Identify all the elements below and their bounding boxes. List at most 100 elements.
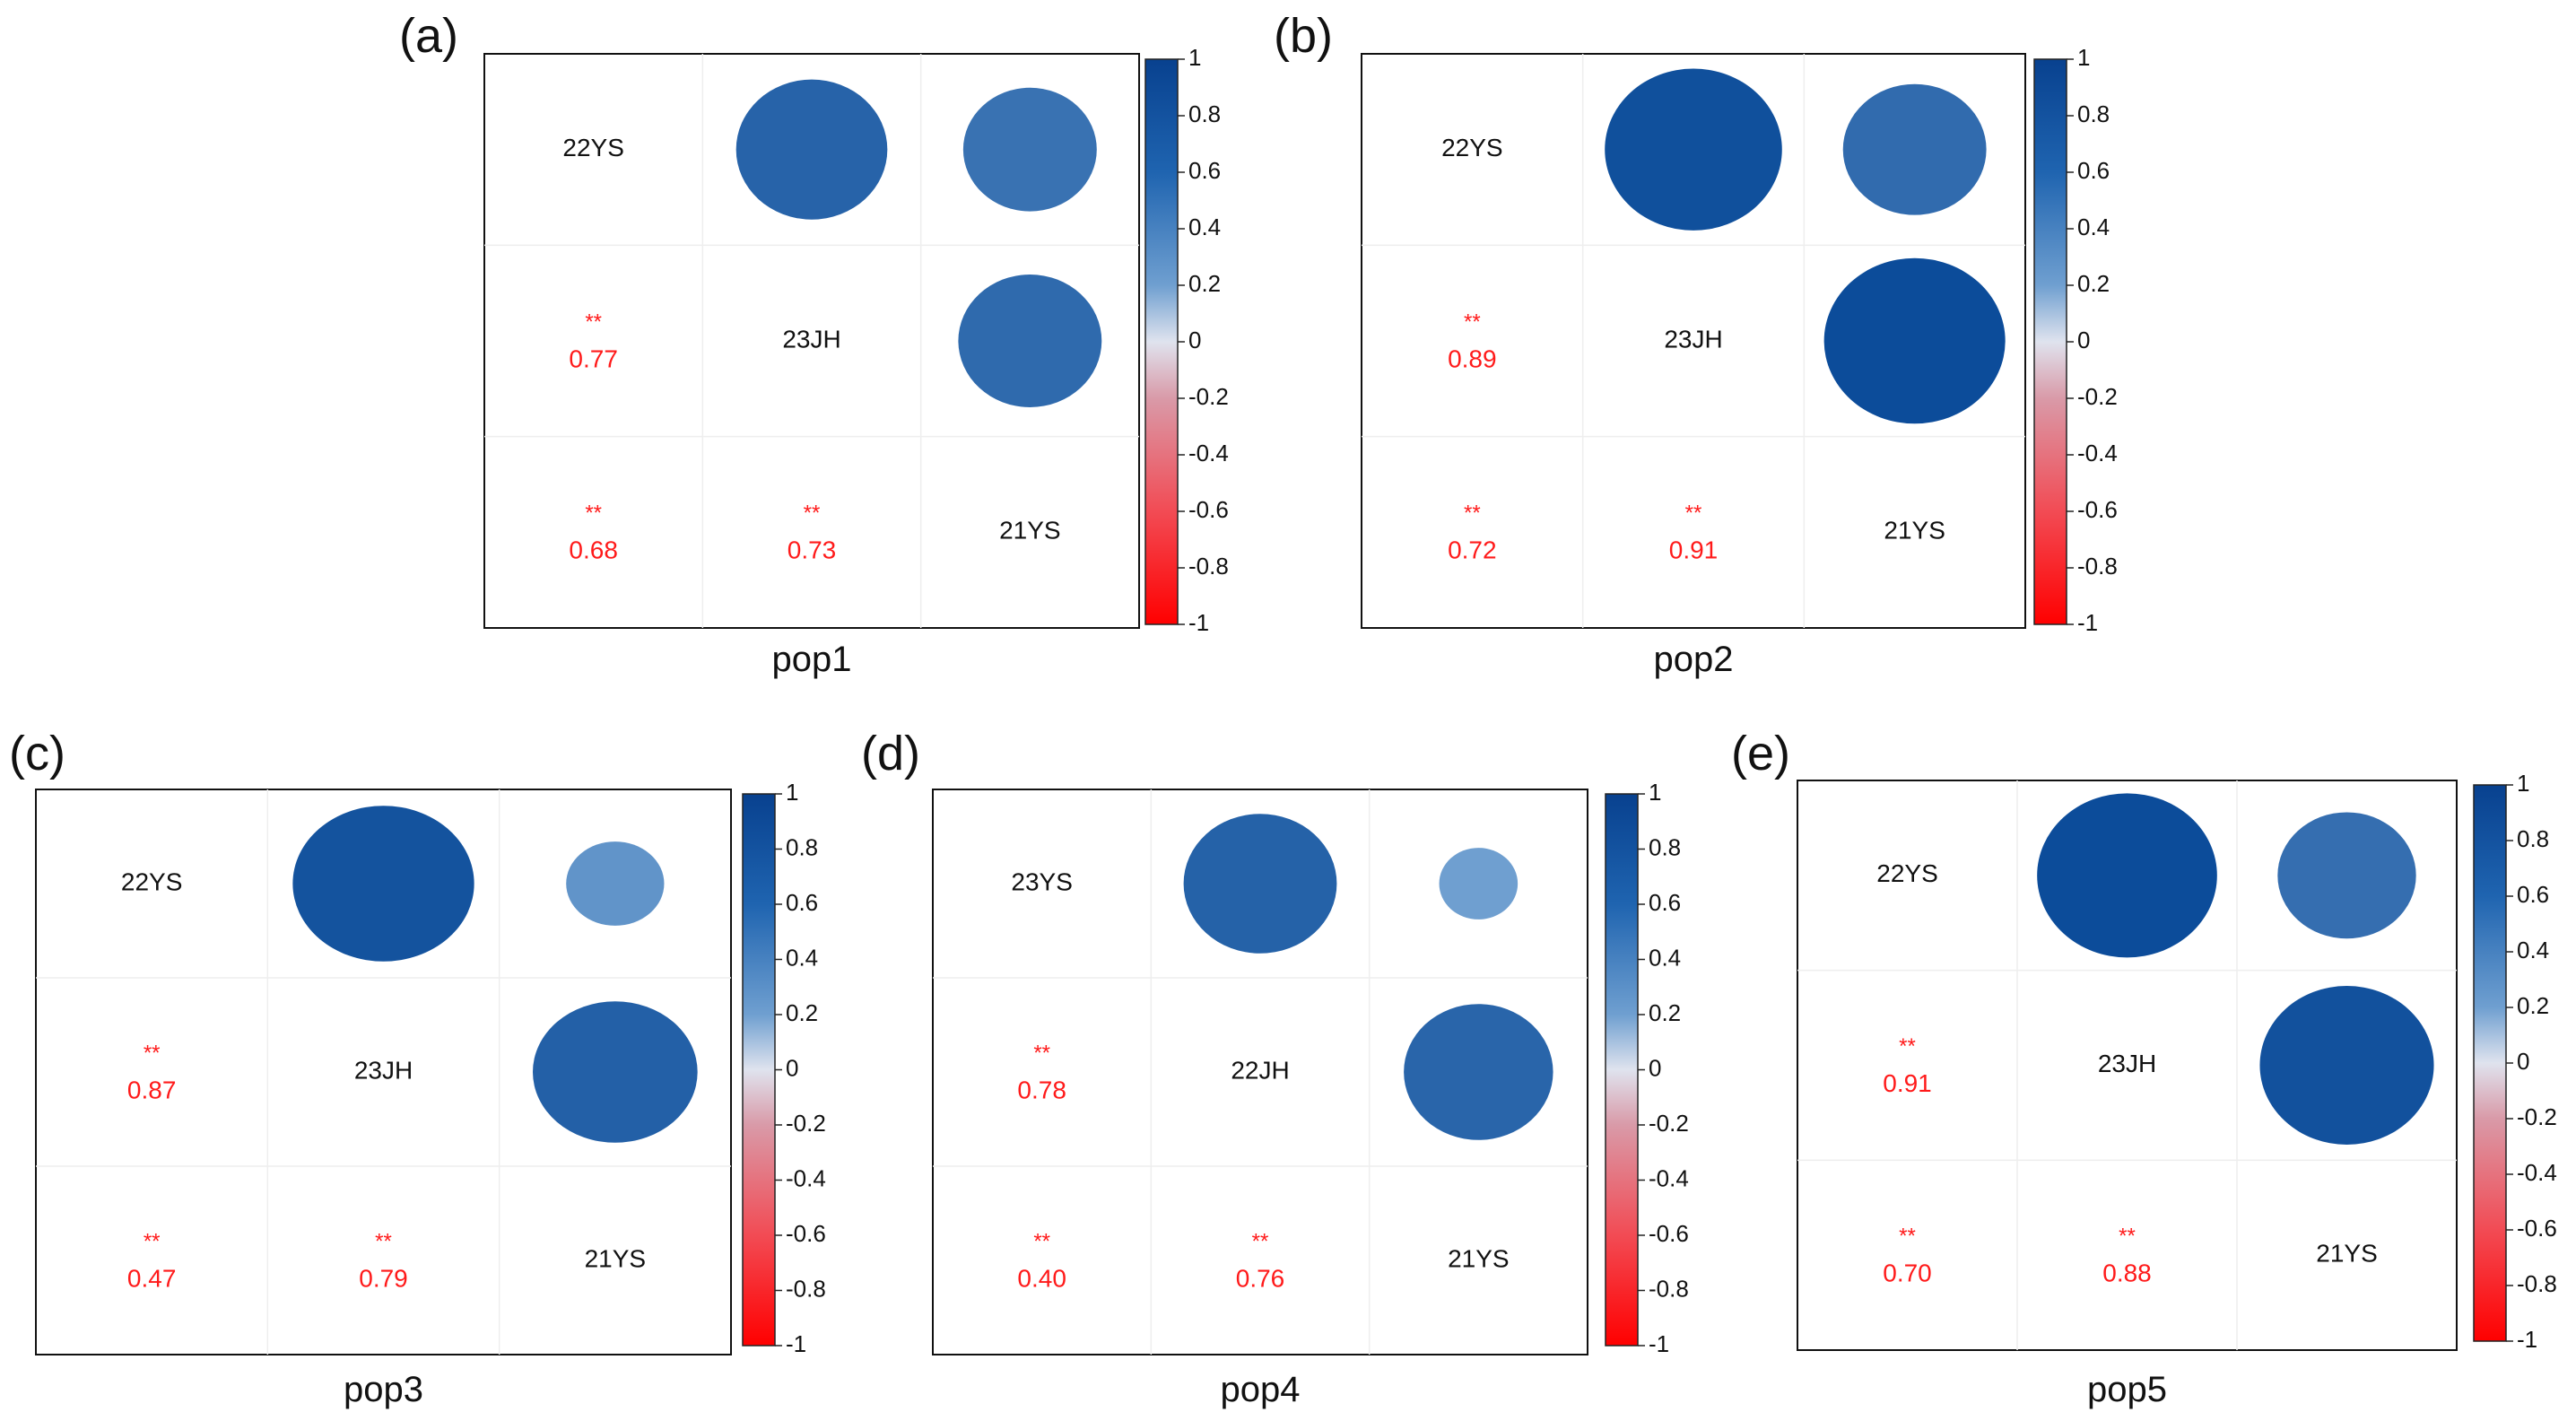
colorbar-tick-label: 0: [2517, 1048, 2529, 1075]
correlation-value: 0.88: [2102, 1259, 2152, 1287]
colorbar-tick-label: 0.8: [1649, 833, 1681, 860]
colorbar-tick-label: 1: [2517, 770, 2529, 797]
correlation-value: 0.91: [1883, 1069, 1932, 1097]
correlation-circle: [2259, 986, 2434, 1145]
panel-5: (e) 22YS 23JH 21YS ** 0.91 ** 0.70 ** 0.88 1 0.8 0.6…: [1731, 727, 2557, 1409]
correlation-circle: [1842, 83, 1987, 215]
significance-stars: **: [1899, 1225, 1916, 1249]
colorbar-tick-label: -0.4: [2517, 1159, 2557, 1186]
variable-label: 21YS: [585, 1244, 647, 1272]
colorbar-tick-label: 0.2: [2517, 992, 2549, 1019]
colorbar-tick-label: -0.8: [2517, 1270, 2557, 1297]
variable-label: 21YS: [999, 517, 1061, 545]
colorbar-tick-label: 0.8: [1188, 100, 1221, 127]
colorbar-tick-label: -0.8: [1649, 1275, 1689, 1302]
significance-stars: **: [1033, 1229, 1050, 1253]
correlation-value: 0.73: [788, 536, 837, 564]
significance-stars: **: [1899, 1034, 1916, 1059]
correlation-value: 0.68: [569, 536, 618, 564]
panel-letter: (a): [399, 9, 458, 63]
colorbar-tick-label: 1: [1188, 44, 1201, 71]
colorbar-tick-label: 0.6: [786, 889, 818, 916]
significance-stars: **: [585, 309, 602, 334]
correlation-circle: [2277, 812, 2416, 939]
colorbar-tick-label: 0.4: [2077, 214, 2110, 240]
correlation-circle: [1605, 68, 1782, 231]
colorbar-tick-label: 0.6: [2077, 157, 2110, 184]
significance-stars: **: [375, 1229, 392, 1253]
colorbar-tick-label: -0.6: [2077, 496, 2118, 523]
population-label: pop4: [1221, 1370, 1301, 1409]
correlation-value: 0.40: [1017, 1264, 1066, 1292]
correlation-circle: [292, 806, 474, 962]
panels-container: (a) 22YS 23JH 21YS ** 0.77 ** 0.68 ** 0.73 1 0.8 0.6…: [9, 9, 2557, 1409]
colorbar-tick-label: 0.2: [2077, 270, 2110, 297]
colorbar: [1605, 793, 1639, 1347]
colorbar-tick-label: -0.2: [2077, 383, 2118, 410]
significance-stars: **: [1033, 1041, 1050, 1065]
colorbar-tick-label: -0.6: [786, 1220, 826, 1247]
colorbar-tick-label: -1: [2517, 1326, 2537, 1353]
significance-stars: **: [804, 501, 821, 526]
variable-label: 22JH: [1231, 1056, 1289, 1084]
significance-stars: **: [585, 501, 602, 526]
correlation-value: 0.72: [1448, 536, 1497, 564]
colorbar-tick-label: -0.6: [2517, 1215, 2557, 1242]
colorbar: [2033, 58, 2067, 625]
correlation-circle: [1404, 1004, 1553, 1140]
colorbar-tick-label: -0.4: [1188, 440, 1229, 466]
colorbar-tick-label: 0.8: [2077, 100, 2110, 127]
correlation-circle: [962, 87, 1097, 212]
correlation-circle: [2037, 793, 2217, 958]
significance-stars: **: [144, 1229, 161, 1253]
variable-label: 23YS: [1011, 867, 1073, 895]
correlation-value: 0.91: [1669, 536, 1719, 564]
colorbar-tick-label: 1: [1649, 779, 1661, 806]
correlation-value: 0.77: [569, 344, 618, 372]
colorbar-tick-label: -0.4: [786, 1164, 826, 1191]
significance-stars: **: [1464, 501, 1481, 526]
colorbar-tick-label: -1: [1649, 1330, 1669, 1357]
colorbar: [742, 793, 776, 1347]
significance-stars: **: [1685, 501, 1702, 526]
colorbar-tick-label: 0: [786, 1054, 798, 1081]
variable-label: 21YS: [2316, 1240, 2378, 1268]
colorbar-tick-label: 0: [2077, 327, 2090, 353]
colorbar-tick-label: 0.2: [786, 999, 818, 1026]
population-label: pop1: [772, 640, 852, 679]
colorbar-tick-label: -0.6: [1649, 1220, 1689, 1247]
population-label: pop2: [1654, 640, 1734, 679]
colorbar-tick-label: -1: [2077, 609, 2098, 636]
colorbar-tick-label: 0: [1649, 1054, 1661, 1081]
correlation-value: 0.89: [1448, 344, 1497, 372]
variable-label: 23JH: [354, 1056, 413, 1084]
population-label: pop5: [2087, 1370, 2167, 1409]
significance-stars: **: [1464, 309, 1481, 334]
panel-2: (b) 22YS 23JH 21YS ** 0.89 ** 0.72 ** 0.91 1 0.8 0.6…: [1274, 9, 2118, 679]
panel-letter: (b): [1274, 9, 1333, 63]
colorbar-tick-label: -0.6: [1188, 496, 1229, 523]
colorbar-tick-label: 0.6: [2517, 881, 2549, 908]
correlation-value: 0.76: [1236, 1264, 1285, 1292]
correlation-value: 0.78: [1017, 1076, 1066, 1103]
colorbar-tick-label: -0.4: [1649, 1164, 1689, 1191]
correlation-circle: [532, 1001, 698, 1143]
correlation-circle: [1183, 814, 1337, 954]
colorbar-tick-label: 0.8: [786, 833, 818, 860]
colorbar-tick-label: 0.4: [1188, 214, 1221, 240]
colorbar-tick-label: -0.8: [786, 1275, 826, 1302]
correlation-value: 0.47: [127, 1264, 177, 1292]
colorbar-tick-label: -0.8: [2077, 553, 2118, 580]
colorbar-tick-label: -1: [786, 1330, 806, 1357]
variable-label: 23JH: [782, 325, 840, 353]
panel-letter: (d): [861, 727, 920, 780]
significance-stars: **: [2119, 1225, 2136, 1249]
colorbar-tick-label: -0.4: [2077, 440, 2118, 466]
panel-4: (d)23YS22JH21YS**0.78**0.40**0.7610.80.6…: [861, 727, 1689, 1409]
colorbar-tick-label: 0.4: [786, 944, 818, 971]
population-label: pop3: [344, 1370, 423, 1409]
variable-label: 22YS: [121, 867, 183, 895]
correlation-circle: [958, 275, 1102, 407]
colorbar: [1144, 58, 1179, 625]
significance-stars: **: [144, 1041, 161, 1065]
